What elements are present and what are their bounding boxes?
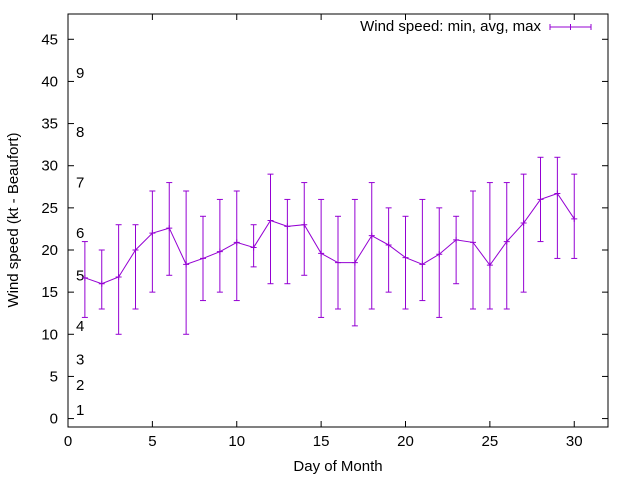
beaufort-label: 4 [76,318,84,335]
data-point [183,261,190,268]
data-point [402,254,409,261]
error-bar [368,182,375,310]
error-bar [284,198,291,285]
beaufort-label: 2 [76,377,84,394]
data-point [233,239,240,246]
beaufort-label: 7 [76,175,84,192]
beaufort-label: 1 [76,402,84,419]
error-bar [453,215,460,285]
y-tick-label: 0 [50,411,58,428]
error-bar [503,182,510,310]
data-point [419,261,426,268]
y-tick-label: 20 [41,242,58,259]
beaufort-scale-labels: 1 2 3 4 5 6 7 8 9 [76,65,84,419]
y-axis-title: Wind speed (kt - Beaufort) [5,132,22,307]
data-point [81,274,88,281]
data-point [470,239,476,246]
y-tick-label: 35 [41,116,58,133]
series-line [84,192,575,285]
y-tick-label: 45 [41,31,58,48]
x-tick-label: 0 [64,433,72,450]
beaufort-label: 8 [76,124,84,141]
error-bar [436,207,443,318]
data-point [216,248,223,255]
y-tick-label: 30 [41,158,58,175]
error-bar [149,190,156,293]
error-bar [267,173,274,285]
error-bar [183,190,190,335]
data-point [537,196,544,203]
error-bar [318,198,325,318]
error-bar [470,190,476,310]
data-point [385,241,392,248]
data-point [166,225,173,232]
error-bar [250,224,257,268]
data-point [250,244,257,251]
data-point [351,259,358,266]
data-point [571,215,578,222]
x-tick-label: 5 [148,433,156,450]
data-point [368,232,375,239]
x-tick-label: 30 [566,433,583,450]
y-tick-label: 15 [41,284,58,301]
error-bar [537,156,544,243]
error-bar [520,173,527,293]
error-bar [351,198,358,327]
legend-label: Wind speed: min, avg, max [360,18,541,35]
data-point [98,280,105,287]
data-point [301,221,308,228]
error-bar [98,249,105,310]
error-bar [233,190,240,302]
x-tick-label: 25 [482,433,499,450]
error-bar [554,156,561,259]
error-bar [81,241,88,318]
data-point [436,251,443,258]
x-tick-label: 20 [397,433,414,450]
y-tick-label: 40 [41,73,58,90]
error-bar [571,173,578,259]
data-point [503,238,510,245]
legend: Wind speed: min, avg, max [360,18,592,35]
error-bar [402,215,409,310]
data-point [115,273,122,280]
data-point [453,236,460,243]
legend-sample-point [567,24,574,30]
error-bar [301,182,308,276]
data-point [486,262,493,269]
beaufort-label: 9 [76,65,84,82]
data-point [554,190,561,197]
data-point [520,220,527,227]
error-bar [486,182,493,310]
plot-frame [67,13,609,428]
series-wind-speed [81,156,578,335]
error-bar [419,198,426,302]
data-point [267,217,274,224]
data-point [335,259,341,266]
error-bar [115,224,122,335]
data-point [284,223,291,230]
data-point [132,247,139,253]
data-point [200,255,206,262]
x-tick-label: 10 [228,433,245,450]
x-axis-title: Day of Month [293,458,382,475]
error-bar [385,207,392,293]
beaufort-label: 6 [76,225,84,242]
beaufort-label: 5 [76,267,84,284]
y-tick-label: 25 [41,200,58,217]
data-point [318,250,325,257]
beaufort-label: 3 [76,352,84,369]
error-bar [200,215,206,302]
x-tick-label: 15 [313,433,330,450]
data-point [149,230,156,237]
y-tick-label: 5 [50,368,58,385]
error-bar [166,182,173,276]
error-bar [132,224,139,310]
error-bar [335,215,341,310]
y-tick-label: 10 [41,326,58,343]
error-bar [216,198,223,293]
